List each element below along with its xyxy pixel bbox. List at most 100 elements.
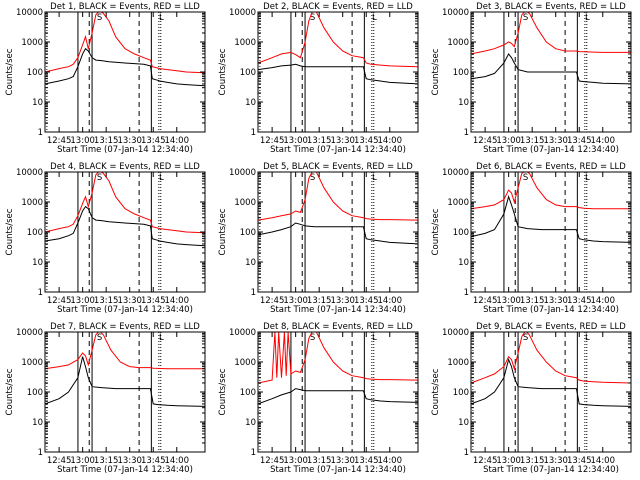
x-tick-label: 13:15 xyxy=(307,136,332,146)
x-tick-label: 12:45 xyxy=(47,136,72,146)
y-tick-label: 1 xyxy=(38,448,43,458)
y-axis-label: Counts/sec xyxy=(218,48,228,95)
y-tick-label: 1 xyxy=(251,448,256,458)
x-tick-label: 13:30 xyxy=(117,296,142,306)
y-tick-label: 1 xyxy=(464,288,469,298)
x-tick-label: 13:45 xyxy=(354,456,379,466)
x-tick-label: 13:45 xyxy=(354,136,379,146)
plot-frame xyxy=(44,11,206,133)
y-tick-label: 10 xyxy=(458,418,469,428)
y-tick-label: 1 xyxy=(38,288,43,298)
chart-title: Det 6, BLACK = Events, RED = LLD xyxy=(476,162,626,172)
x-tick-label: 14:00 xyxy=(591,456,616,466)
x-tick-label: 13:00 xyxy=(283,456,308,466)
y-tick-label: 1 xyxy=(251,128,256,138)
y-tick-label: 10 xyxy=(32,418,43,428)
x-tick-label: 13:15 xyxy=(307,456,332,466)
y-tick-label: 1000 xyxy=(447,198,469,208)
chart-det-9: Det 9, BLACK = Events, RED = LLD Counts/s… xyxy=(431,322,632,475)
marker-flag-label: L xyxy=(159,13,164,23)
marker-flag-label: S xyxy=(310,333,315,343)
y-tick-label: 100 xyxy=(240,228,256,238)
x-tick-label: 13:15 xyxy=(94,296,119,306)
x-tick-label: 14:00 xyxy=(378,456,403,466)
y-tick-label: 100 xyxy=(240,68,256,78)
marker-flag-label: S xyxy=(97,173,102,183)
x-tick-label: 13:00 xyxy=(70,136,95,146)
x-tick-label: 13:00 xyxy=(283,136,308,146)
x-axis-label: Start Time (07-Jan-14 12:34:40) xyxy=(57,305,193,315)
x-tick-label: 13:45 xyxy=(567,456,592,466)
series-line-events xyxy=(45,47,205,87)
chart-det-6: Det 6, BLACK = Events, RED = LLD Counts/s… xyxy=(431,162,632,315)
y-tick-label: 10000 xyxy=(442,8,469,18)
series-line-lld xyxy=(258,172,418,221)
chart-det-7: Det 7, BLACK = Events, RED = LLD Counts/s… xyxy=(5,322,206,475)
x-tick-label: 12:45 xyxy=(260,296,285,306)
x-tick-label: 13:30 xyxy=(330,136,355,146)
plot-frame xyxy=(257,171,419,293)
chart-title: Det 1, BLACK = Events, RED = LLD xyxy=(50,2,200,12)
series-line-lld xyxy=(258,332,418,384)
x-tick-label: 13:45 xyxy=(567,296,592,306)
x-tick-label: 14:00 xyxy=(378,136,403,146)
y-tick-label: 10000 xyxy=(16,8,43,18)
x-axis-label: Start Time (07-Jan-14 12:34:40) xyxy=(270,465,406,475)
series-line-events xyxy=(45,356,205,407)
y-tick-label: 100 xyxy=(453,68,469,78)
y-axis-label: Counts/sec xyxy=(5,368,15,415)
x-tick-label: 13:15 xyxy=(520,296,545,306)
x-tick-label: 13:15 xyxy=(94,136,119,146)
chart-title: Det 4, BLACK = Events, RED = LLD xyxy=(50,162,200,172)
marker-flag-label: L xyxy=(585,13,590,23)
y-tick-label: 1000 xyxy=(234,358,256,368)
y-tick-label: 1 xyxy=(464,128,469,138)
x-tick-label: 13:45 xyxy=(141,296,166,306)
marker-flag-label: L xyxy=(372,333,377,343)
y-tick-label: 10000 xyxy=(229,168,256,178)
x-tick-label: 13:30 xyxy=(117,136,142,146)
y-axis-label: Counts/sec xyxy=(218,208,228,255)
x-tick-label: 14:00 xyxy=(378,296,403,306)
series-line-events xyxy=(471,52,631,85)
x-tick-label: 12:45 xyxy=(47,296,72,306)
marker-flag-label: L xyxy=(585,173,590,183)
chart-det-8: Det 8, BLACK = Events, RED = LLD Counts/s… xyxy=(218,322,419,475)
y-tick-label: 1000 xyxy=(447,38,469,48)
y-tick-label: 10000 xyxy=(16,168,43,178)
x-tick-label: 13:15 xyxy=(520,456,545,466)
plot-frame xyxy=(470,171,632,293)
chart-title: Det 5, BLACK = Events, RED = LLD xyxy=(263,162,413,172)
x-tick-label: 14:00 xyxy=(591,136,616,146)
marker-flag-label: L xyxy=(159,173,164,183)
y-tick-label: 1 xyxy=(251,288,256,298)
y-tick-label: 1 xyxy=(38,128,43,138)
chart-title: Det 3, BLACK = Events, RED = LLD xyxy=(476,2,626,12)
y-tick-label: 1000 xyxy=(234,198,256,208)
x-axis-label: Start Time (07-Jan-14 12:34:40) xyxy=(483,305,619,315)
chart-det-4: Det 4, BLACK = Events, RED = LLD Counts/s… xyxy=(5,162,206,315)
x-tick-label: 12:45 xyxy=(473,296,498,306)
x-tick-label: 13:15 xyxy=(94,456,119,466)
series-line-events xyxy=(471,195,631,243)
x-tick-label: 13:45 xyxy=(567,136,592,146)
x-tick-label: 13:00 xyxy=(496,296,521,306)
x-tick-label: 13:30 xyxy=(543,296,568,306)
y-tick-label: 1000 xyxy=(234,38,256,48)
x-axis-label: Start Time (07-Jan-14 12:34:40) xyxy=(483,145,619,155)
series-line-events xyxy=(258,63,418,85)
x-tick-label: 13:45 xyxy=(141,456,166,466)
y-tick-label: 1000 xyxy=(21,38,43,48)
x-tick-label: 13:30 xyxy=(117,456,142,466)
y-axis-label: Counts/sec xyxy=(5,208,15,255)
series-line-lld xyxy=(258,12,418,68)
marker-flag-label: S xyxy=(310,173,315,183)
y-tick-label: 10000 xyxy=(16,328,43,338)
y-axis-label: Counts/sec xyxy=(431,368,441,415)
chart-det-5: Det 5, BLACK = Events, RED = LLD Counts/s… xyxy=(218,162,419,315)
x-tick-label: 13:00 xyxy=(70,456,95,466)
